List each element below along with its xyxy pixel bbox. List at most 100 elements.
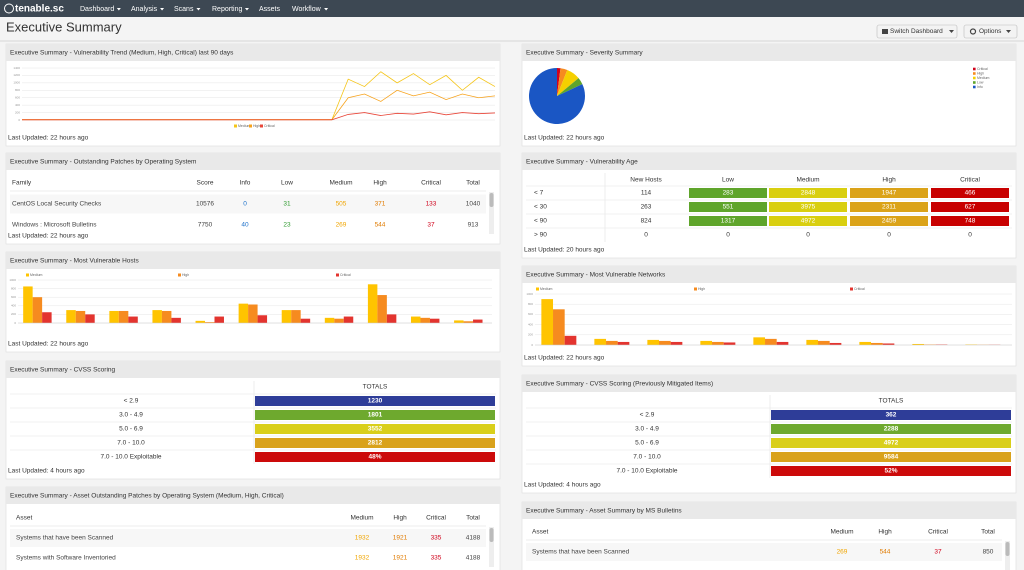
bar	[712, 342, 724, 345]
table-cell: 133	[426, 201, 437, 208]
table-cell: 335	[431, 535, 442, 542]
bar	[606, 341, 618, 345]
column-header: Critical	[421, 180, 441, 187]
table-cell: 31	[283, 201, 291, 208]
column-header: Medium	[830, 529, 853, 536]
legend-label: High	[253, 124, 260, 128]
table-cell: 1317	[721, 218, 736, 225]
bar	[430, 319, 439, 323]
table-cell: 4972	[801, 218, 816, 225]
table-cell: 23	[283, 222, 291, 229]
bar	[109, 311, 118, 323]
row-label: < 30	[534, 204, 547, 211]
nav-item[interactable]: Assets	[259, 6, 281, 13]
table-cell: 627	[965, 204, 976, 211]
table-cell: 2848	[801, 190, 816, 197]
nav-item[interactable]: Reporting	[212, 6, 242, 13]
bar	[777, 342, 789, 345]
button-label[interactable]: Switch Dashboard	[890, 28, 943, 35]
nav-item[interactable]: Analysis	[131, 6, 158, 13]
nav-item[interactable]: Dashboard	[80, 6, 114, 13]
row-label: 3.0 - 4.9	[635, 426, 659, 433]
nav-item[interactable]: Scans	[174, 6, 194, 13]
legend-label: Medium	[238, 124, 251, 128]
legend-label: Critical	[977, 67, 988, 71]
table-cell: 466	[965, 190, 976, 197]
bar	[565, 336, 577, 345]
column-header: Score	[197, 180, 214, 187]
bar	[196, 321, 205, 323]
legend-swatch	[850, 288, 853, 291]
y-tick-label: 800	[528, 302, 533, 306]
bar	[368, 284, 377, 323]
y-tick-label: 600	[528, 312, 533, 316]
legend-swatch	[336, 274, 339, 277]
last-updated: Last Updated: 22 hours ago	[524, 135, 605, 142]
table-cell: 0	[726, 232, 730, 239]
grid-icon	[882, 29, 888, 34]
nav-item[interactable]: Workflow	[292, 6, 322, 13]
y-tick-label: 400	[15, 103, 20, 107]
total-value: 9584	[884, 454, 899, 461]
total-value: 52%	[884, 468, 897, 475]
legend-swatch	[973, 77, 976, 80]
table-cell: 283	[723, 190, 734, 197]
bar	[128, 317, 137, 323]
last-updated: Last Updated: 4 hours ago	[524, 482, 601, 489]
table-cell: 505	[336, 201, 347, 208]
bar	[618, 342, 630, 345]
legend-swatch	[178, 274, 181, 277]
widget-title: Executive Summary - Asset Summary by MS …	[526, 508, 682, 515]
bar	[377, 295, 386, 323]
logo[interactable]: tenable.sc	[15, 4, 64, 15]
y-tick-label: 600	[15, 96, 20, 100]
bar	[152, 310, 161, 323]
column-header: TOTALS	[363, 384, 388, 391]
bar	[119, 311, 128, 323]
last-updated: Last Updated: 22 hours ago	[8, 135, 89, 142]
row-label: > 90	[534, 232, 547, 239]
bar	[334, 319, 343, 323]
table-cell: 263	[641, 204, 652, 211]
total-value: 2812	[368, 440, 383, 447]
legend-swatch	[973, 86, 976, 89]
column-header: Total	[981, 529, 995, 536]
legend-swatch	[260, 125, 263, 128]
column-header: TOTALS	[879, 398, 904, 405]
table-cell: 2311	[882, 204, 896, 211]
table-cell: Systems that have been Scanned	[16, 535, 114, 542]
table-cell: 850	[983, 549, 994, 556]
legend-label: Critical	[264, 124, 275, 128]
widget-title: Executive Summary - Most Vulnerable Host…	[10, 258, 139, 265]
bar	[420, 318, 429, 323]
legend-swatch	[973, 81, 976, 84]
column-header: Medium	[329, 180, 352, 187]
column-header: Critical	[928, 529, 948, 536]
button-label[interactable]: Options	[979, 28, 1002, 35]
legend-swatch	[249, 125, 252, 128]
legend-swatch	[536, 288, 539, 291]
column-header: High	[393, 515, 407, 522]
legend-label: Medium	[540, 287, 553, 291]
legend-label: Info	[977, 85, 983, 89]
bar	[553, 309, 565, 345]
bar	[325, 318, 334, 323]
legend-label: Medium	[30, 273, 43, 277]
row-label: 5.0 - 6.9	[119, 426, 143, 433]
last-updated: Last Updated: 4 hours ago	[8, 468, 85, 475]
column-header: Medium	[796, 177, 819, 184]
y-tick-label: 200	[528, 333, 533, 337]
bar	[806, 340, 818, 345]
y-tick-label: 1000	[13, 81, 20, 85]
bar	[871, 343, 883, 345]
table-cell: 3975	[801, 204, 816, 211]
total-value: 48%	[368, 454, 381, 461]
bar	[659, 341, 671, 345]
bar	[541, 299, 553, 345]
bar	[411, 317, 420, 323]
row-label: < 2.9	[640, 412, 655, 419]
legend-swatch	[234, 125, 237, 128]
page-title: Executive Summary	[6, 19, 122, 34]
widget-title: Executive Summary - CVSS Scoring (Previo…	[526, 381, 713, 388]
